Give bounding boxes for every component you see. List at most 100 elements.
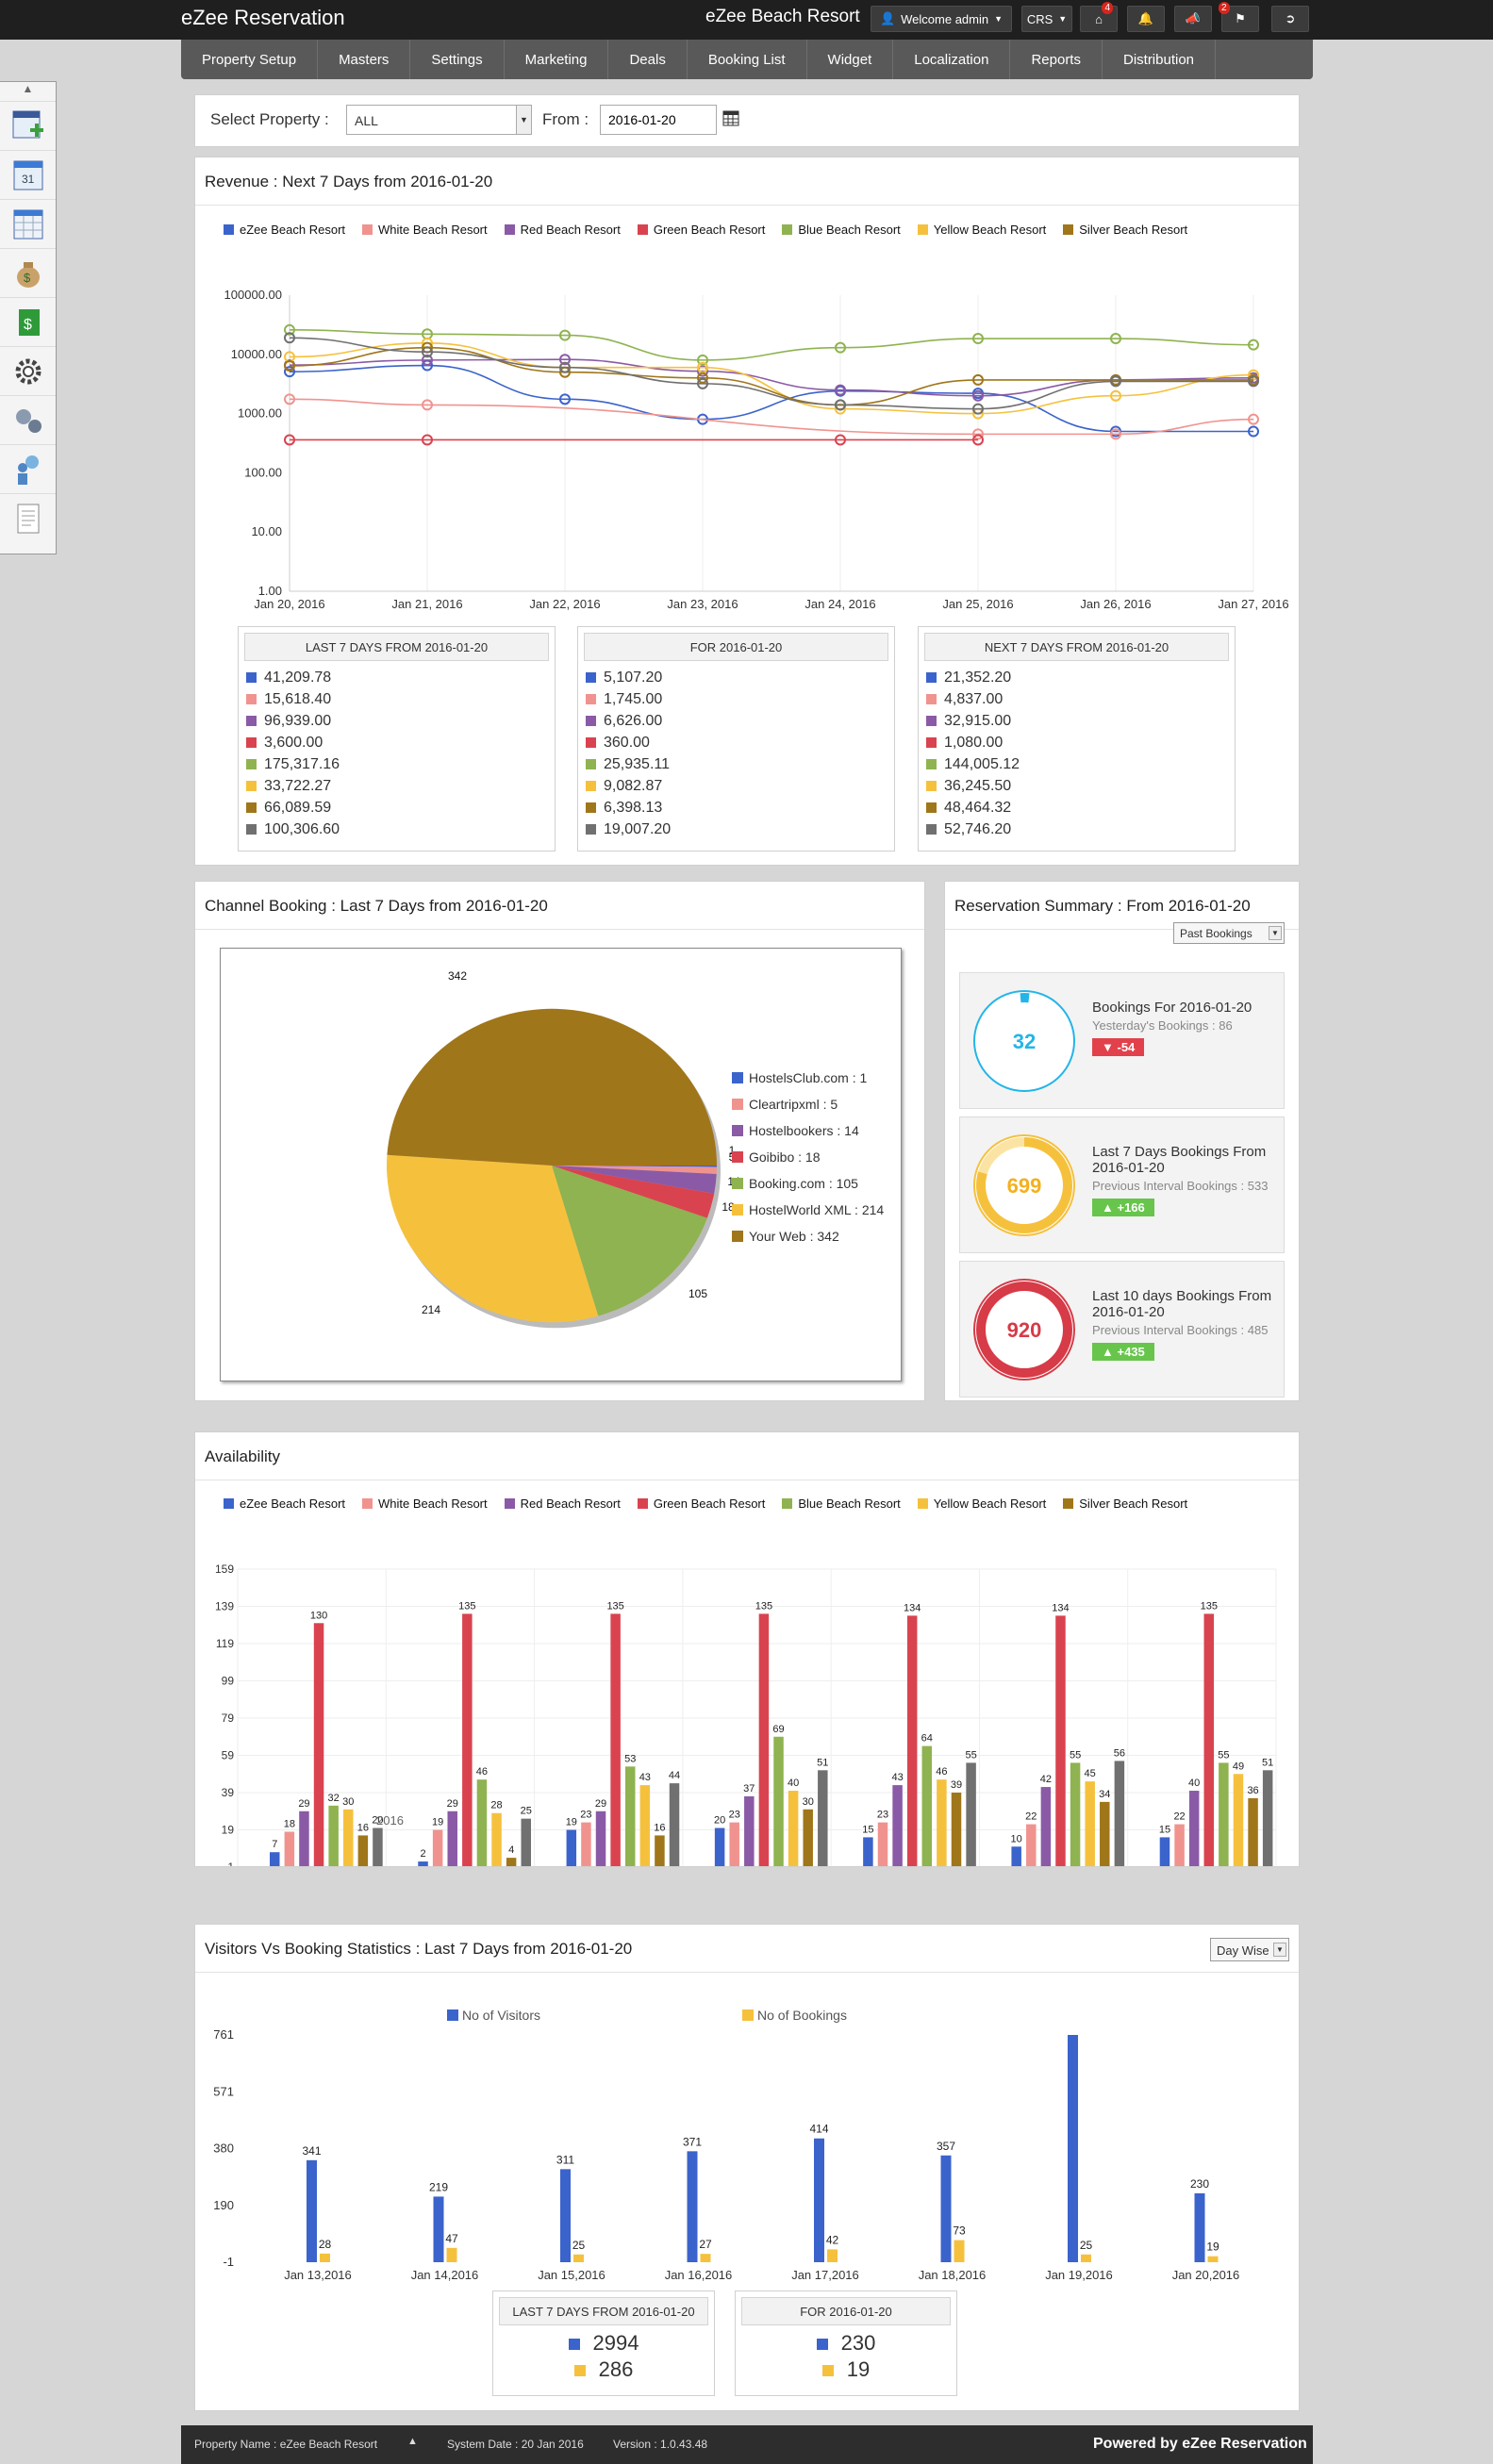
- revenue-stat-row: 100,306.60: [239, 819, 555, 840]
- app-logo[interactable]: eZee Reservation: [181, 6, 345, 29]
- availability-bar-label: 135: [755, 1600, 772, 1612]
- nav-item-booking-list[interactable]: Booking List: [688, 40, 807, 79]
- revenue-point: [1248, 425, 1259, 438]
- availability-bar-label: 55: [965, 1749, 976, 1761]
- availability-bar-label: 4: [508, 1844, 514, 1856]
- flags-button[interactable]: ⚑ 2: [1219, 2, 1259, 32]
- availability-legend-item[interactable]: Silver Beach Resort: [1063, 1497, 1187, 1511]
- calendar-picker-icon[interactable]: [722, 108, 740, 127]
- legend-label: Yellow Beach Resort: [933, 1497, 1047, 1511]
- revenue-point: [284, 323, 295, 336]
- availability-bar-label: 2: [420, 1848, 425, 1860]
- revenue-legend-item[interactable]: Silver Beach Resort: [1063, 223, 1187, 237]
- availability-bar-label: 135: [606, 1600, 623, 1612]
- revenue-series-line: [289, 342, 1254, 415]
- revenue-legend-item[interactable]: Yellow Beach Resort: [917, 223, 1046, 237]
- visitors-bar: [940, 2155, 952, 2262]
- today-card-delta: ▼ -54: [1092, 1038, 1145, 1056]
- availability-legend-item[interactable]: Blue Beach Resort: [782, 1497, 901, 1511]
- availability-bar: [1174, 1824, 1185, 1866]
- availability-legend-item[interactable]: Green Beach Resort: [637, 1497, 766, 1511]
- y-tick-label: 761: [213, 2027, 234, 2042]
- property-select[interactable]: ALL ▼: [346, 105, 532, 135]
- legend-label: Silver Beach Resort: [1079, 223, 1188, 237]
- visitors-today-bookings: 19: [736, 2357, 956, 2382]
- user-icon: 👤: [879, 11, 896, 25]
- collapse-arrow-icon[interactable]: ▲: [22, 82, 34, 95]
- filter-panel: Select Property : ALL ▼ From :: [194, 94, 1300, 147]
- visitors-last7-visitors: 2994: [493, 2331, 714, 2356]
- crs-menu-button[interactable]: CRS ▼: [1021, 6, 1072, 32]
- nav-item-property-setup[interactable]: Property Setup: [181, 40, 319, 79]
- notifications-button[interactable]: 🔔: [1127, 6, 1165, 32]
- visitors-bar-label: 357: [937, 2140, 955, 2153]
- logout-button[interactable]: ➲: [1271, 6, 1309, 32]
- announcements-button[interactable]: 📣: [1174, 6, 1212, 32]
- footer-expand-icon[interactable]: ▲: [407, 2436, 418, 2447]
- legend-swatch: [782, 224, 793, 235]
- flag-icon: ⚑: [1235, 11, 1246, 25]
- nav-item-widget[interactable]: Widget: [807, 40, 894, 79]
- revenue-stat-row: 36,245.50: [919, 775, 1235, 797]
- nav-item-masters[interactable]: Masters: [318, 40, 411, 79]
- availability-legend-item[interactable]: Red Beach Resort: [504, 1497, 621, 1511]
- from-date-input[interactable]: [600, 105, 717, 135]
- today-card-text: Bookings For 2016-01-20 Yesterday's Book…: [1092, 1000, 1281, 1056]
- side-settings[interactable]: [0, 346, 56, 395]
- side-reports[interactable]: [0, 493, 56, 542]
- y-tick-label: 1.00: [258, 584, 282, 598]
- hotel-name: eZee Beach Resort: [705, 7, 860, 26]
- nav-item-distribution[interactable]: Distribution: [1103, 40, 1217, 79]
- side-payments[interactable]: $: [0, 297, 56, 346]
- nav-item-deals[interactable]: Deals: [608, 40, 688, 79]
- revenue-stat-value: 5,107.20: [604, 669, 663, 686]
- visitors-bar: [700, 2254, 711, 2262]
- revenue-legend-item[interactable]: White Beach Resort: [362, 223, 488, 237]
- side-planner[interactable]: [0, 199, 56, 248]
- availability-legend-item[interactable]: eZee Beach Resort: [224, 1497, 345, 1511]
- logout-icon: ➲: [1285, 11, 1296, 25]
- visitors-today-visitors: 230: [736, 2331, 956, 2356]
- home-badge: 4: [1102, 2, 1113, 14]
- nav-item-marketing[interactable]: Marketing: [505, 40, 609, 79]
- revenue-point: [1248, 375, 1259, 388]
- revenue-stat-row: 15,618.40: [239, 688, 555, 710]
- visitors-bar-label: 42: [826, 2233, 839, 2246]
- top-bar: eZee Reservation eZee Beach Resort 👤 Wel…: [0, 0, 1493, 40]
- side-revenue[interactable]: $: [0, 248, 56, 297]
- availability-bar: [1233, 1774, 1244, 1866]
- visitors-bar-label: 19: [1206, 2241, 1219, 2254]
- availability-bar-label: 135: [458, 1600, 475, 1612]
- summary-select[interactable]: Past Bookings ▼: [1173, 922, 1285, 944]
- visitors-bar: [687, 2151, 698, 2262]
- revenue-legend-item[interactable]: Red Beach Resort: [504, 223, 621, 237]
- revenue-legend-item[interactable]: Green Beach Resort: [637, 223, 765, 237]
- side-users[interactable]: [0, 444, 56, 493]
- side-tools[interactable]: [0, 395, 56, 444]
- side-calendar[interactable]: 31: [0, 150, 56, 199]
- revenue-stat-value: 96,939.00: [264, 712, 332, 729]
- last7-count: 699: [1007, 1174, 1042, 1198]
- home-button[interactable]: ⌂ 4: [1080, 2, 1118, 32]
- summary-select-value: Past Bookings: [1180, 927, 1252, 940]
- stray-year-label: 2016: [376, 1813, 404, 1827]
- availability-bar: [906, 1615, 918, 1866]
- calendar-icon: 31: [13, 160, 42, 190]
- side-new-reservation[interactable]: [0, 101, 56, 150]
- revenue-stat-value: 6,398.13: [604, 799, 663, 816]
- y-tick-label: -1: [223, 2255, 234, 2269]
- user-menu-button[interactable]: 👤 Welcome admin ▼: [871, 6, 1012, 32]
- availability-legend-item[interactable]: White Beach Resort: [362, 1497, 488, 1511]
- nav-item-localization[interactable]: Localization: [893, 40, 1011, 79]
- legend-label: Green Beach Resort: [653, 1497, 766, 1511]
- nav-item-settings[interactable]: Settings: [410, 40, 505, 79]
- revenue-legend-item[interactable]: eZee Beach Resort: [224, 223, 345, 237]
- channel-booking-panel: Channel Booking : Last 7 Days from 2016-…: [194, 881, 925, 1401]
- visitors-select[interactable]: Day Wise ▼: [1210, 1938, 1289, 1961]
- availability-legend-item[interactable]: Yellow Beach Resort: [917, 1497, 1047, 1511]
- revenue-legend-item[interactable]: Blue Beach Resort: [782, 223, 901, 237]
- availability-bar-label: 30: [342, 1796, 354, 1808]
- legend-label: White Beach Resort: [378, 1497, 488, 1511]
- availability-bar-label: 10: [1011, 1833, 1022, 1844]
- nav-item-reports[interactable]: Reports: [1010, 40, 1103, 79]
